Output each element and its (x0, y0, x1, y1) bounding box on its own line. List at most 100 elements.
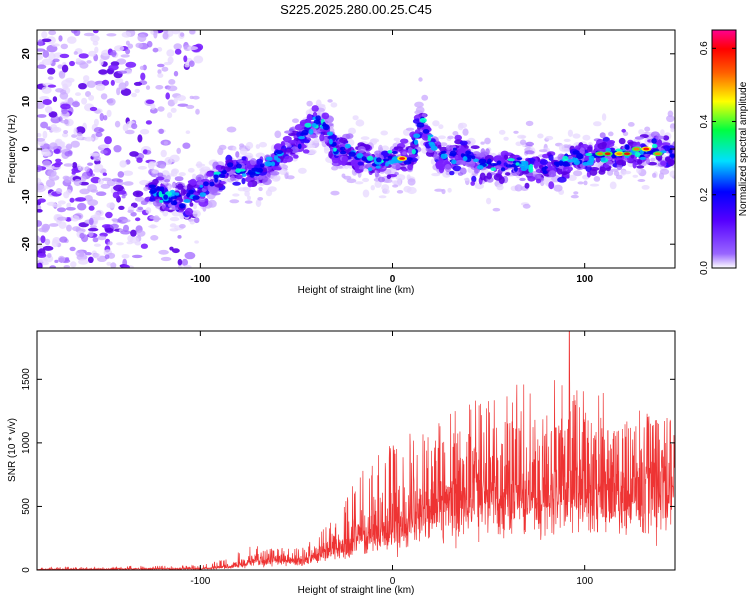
spectrogram-cell (299, 132, 308, 136)
spectrogram-cell (378, 195, 387, 199)
spectrogram-cell (537, 133, 544, 139)
spectrogram-cell (599, 166, 607, 172)
spectrogram-image (37, 30, 675, 268)
spectrogram-cell (496, 184, 504, 191)
spectrogram-cell (432, 120, 440, 127)
spectrogram-cell (387, 150, 393, 154)
spectrogram-cell (88, 205, 95, 211)
spectrogram-cell (37, 177, 42, 185)
spectrogram-cell (116, 87, 121, 96)
colorbar-label: Normalized spectral amplitude (738, 81, 749, 216)
spectrogram-cell (42, 50, 50, 58)
spectrogram-cell (247, 195, 251, 201)
spectrogram-cell (47, 84, 57, 88)
spectrogram-cell (406, 157, 413, 161)
spectrogram-cell (319, 133, 325, 142)
spectrogram-cell (454, 134, 463, 141)
spectrogram-cell (122, 123, 129, 132)
spectrogram-cell (625, 144, 630, 150)
colorbar-tick-label: 0.4 (699, 114, 710, 128)
spectrogram-cell (45, 179, 56, 188)
spectrogram-cell (618, 137, 626, 145)
spectrogram-cell (356, 152, 364, 159)
spectrogram-cell (637, 159, 643, 165)
spectrogram-cell (140, 128, 150, 135)
spectrogram-cell (562, 155, 569, 161)
x-tick-label: 0 (390, 274, 396, 285)
snr-x-axis: -100 0 100 (190, 331, 593, 587)
spectrogram-cell (459, 167, 467, 175)
spectrogram-cell (520, 139, 527, 145)
spectrogram-cell (259, 141, 267, 148)
spectrogram-cell (65, 207, 76, 211)
spectrogram-cell (177, 183, 184, 190)
spectrogram-cell (167, 85, 178, 92)
spectrogram-cell (292, 118, 299, 123)
spectrogram-cell (449, 170, 455, 176)
spectrogram-cell (179, 224, 186, 229)
spectrogram-cell (232, 181, 241, 186)
spectrogram-cell (78, 83, 87, 90)
spectrogram-cell (134, 241, 141, 246)
spectrogram-cell (152, 47, 159, 53)
spectrogram-cell (120, 88, 132, 96)
y-tick-label: 1500 (21, 368, 32, 391)
spectrogram-cell (103, 115, 108, 121)
spectrogram-cell (222, 169, 227, 175)
spectrogram-cell (93, 118, 99, 127)
spectrogram-cell (576, 152, 583, 159)
spectrogram-cell (435, 160, 445, 169)
spectrogram-cell (174, 176, 184, 182)
spectrogram-cell (99, 144, 110, 149)
spectrogram-cell (37, 101, 45, 109)
spectrogram-cell (60, 43, 68, 50)
spectrogram-cell (195, 108, 200, 115)
spectrogram-cell (155, 176, 165, 181)
spectrogram-cell (374, 170, 379, 178)
spectrogram-cell (159, 199, 164, 203)
spectrogram-cell (198, 198, 206, 203)
spectrogram-cell (63, 130, 69, 134)
spectrogram-cell (585, 152, 593, 157)
spectrogram-cell (78, 53, 89, 59)
spectrogram-cell (186, 104, 195, 109)
spectrogram-cell (150, 235, 159, 241)
spectrogram-cell (42, 130, 48, 139)
spectrogram-cell (361, 156, 367, 162)
spectrogram-cell (440, 153, 448, 159)
spectrogram-cell (262, 178, 272, 186)
spectrogram-cell (453, 171, 459, 175)
spectrogram-cell (323, 147, 330, 154)
spectrogram-cell (643, 147, 650, 151)
spectrogram-cell (475, 153, 485, 158)
spectrogram-cell (304, 122, 312, 128)
spectrogram-cell (192, 209, 201, 218)
spectrogram-cell (49, 142, 58, 150)
spectrogram-cell (62, 132, 69, 138)
spectrogram-cell (503, 154, 509, 161)
spectrogram-cell (125, 61, 137, 68)
spectrogram-cell (451, 159, 457, 165)
spectrogram-cell (613, 170, 620, 177)
spectrogram-cell (62, 83, 68, 91)
spectrogram-cell (106, 261, 112, 266)
spectrogram-cell (75, 92, 81, 96)
spectrogram-cell (192, 195, 200, 200)
spectrogram-cell (75, 126, 86, 135)
spectrogram-cell (556, 167, 563, 175)
spectrogram-cell (355, 119, 365, 127)
spectrogram-cell (117, 70, 128, 74)
spectrogram-cell (75, 58, 82, 63)
spectrogram-cell (89, 106, 98, 112)
spectrogram-cell (189, 95, 194, 100)
spectrogram-cell (110, 79, 115, 86)
spectrogram-cell (70, 215, 80, 222)
spectrogram-cell (308, 128, 314, 135)
spectrogram-cell (67, 36, 77, 44)
spectrogram-cell (568, 174, 577, 181)
spectrogram-cell (42, 99, 52, 105)
spectrogram-cell (457, 122, 464, 131)
spectrogram-cell (328, 151, 333, 159)
spectrogram-cell (605, 166, 611, 172)
